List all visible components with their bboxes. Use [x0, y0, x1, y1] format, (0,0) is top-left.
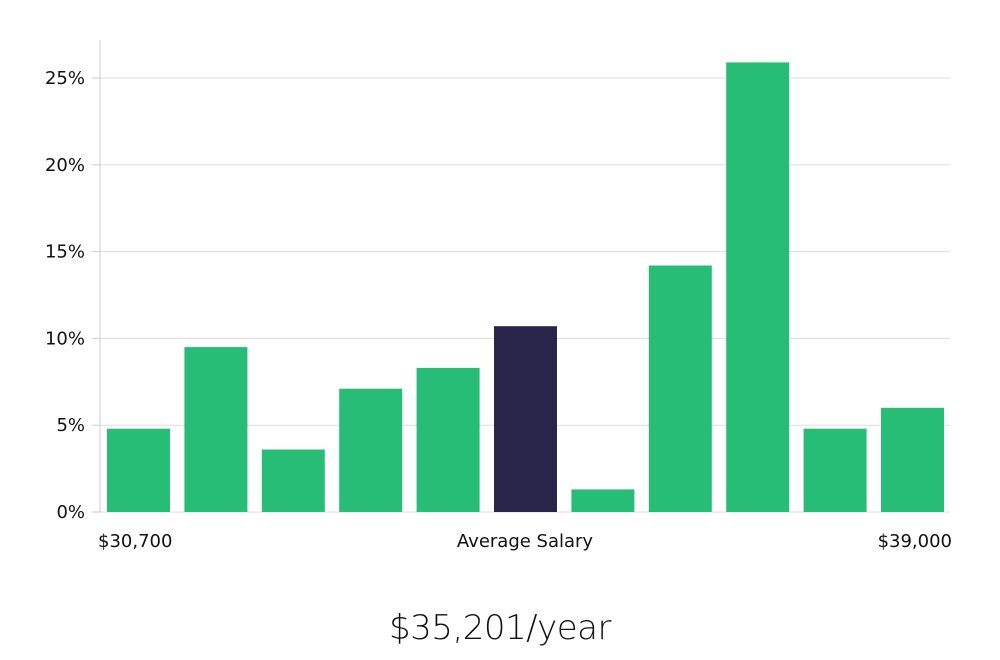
y-tick-label: 0% [56, 502, 85, 523]
bars [107, 62, 944, 513]
bar [726, 62, 790, 513]
y-tick-label: 10% [45, 328, 85, 349]
y-tick-label: 5% [56, 415, 85, 436]
x-axis-min-label: $30,700 [98, 531, 172, 552]
salary-histogram: 0%5%10%15%20%25% $30,700 Average Salary … [45, 40, 952, 552]
bar [648, 265, 712, 512]
bar [339, 388, 403, 512]
bar [184, 347, 248, 512]
y-axis-ticks: 0% 5% 10% 15% 20% 25% [45, 68, 100, 523]
average-salary-value: $35,201/year [389, 608, 611, 648]
bar [416, 367, 480, 512]
x-axis-max-label: $39,000 [878, 531, 952, 552]
x-axis-center-label: Average Salary [457, 531, 594, 552]
bar [107, 428, 170, 512]
bar [261, 449, 325, 512]
bar [803, 428, 867, 512]
y-tick-label: 15% [45, 242, 85, 263]
bar [881, 407, 944, 512]
y-tick-label: 25% [45, 68, 85, 89]
y-tick-label: 20% [45, 155, 85, 176]
bar-average-salary [494, 326, 557, 512]
bar [571, 489, 635, 512]
